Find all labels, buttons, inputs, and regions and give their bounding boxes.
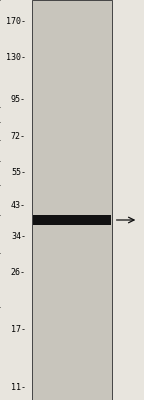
Text: 55-: 55- — [11, 168, 26, 177]
Text: 130-: 130- — [6, 53, 26, 62]
Text: 72-: 72- — [11, 132, 26, 141]
Text: 11-: 11- — [11, 383, 26, 392]
Text: 170-: 170- — [6, 17, 26, 26]
Text: 43-: 43- — [11, 201, 26, 210]
Bar — [32, 0, 112, 400]
Text: 17-: 17- — [11, 325, 26, 334]
Bar — [33, 215, 111, 225]
Text: 26-: 26- — [11, 268, 26, 277]
Text: 95-: 95- — [11, 95, 26, 104]
Text: 34-: 34- — [11, 232, 26, 241]
